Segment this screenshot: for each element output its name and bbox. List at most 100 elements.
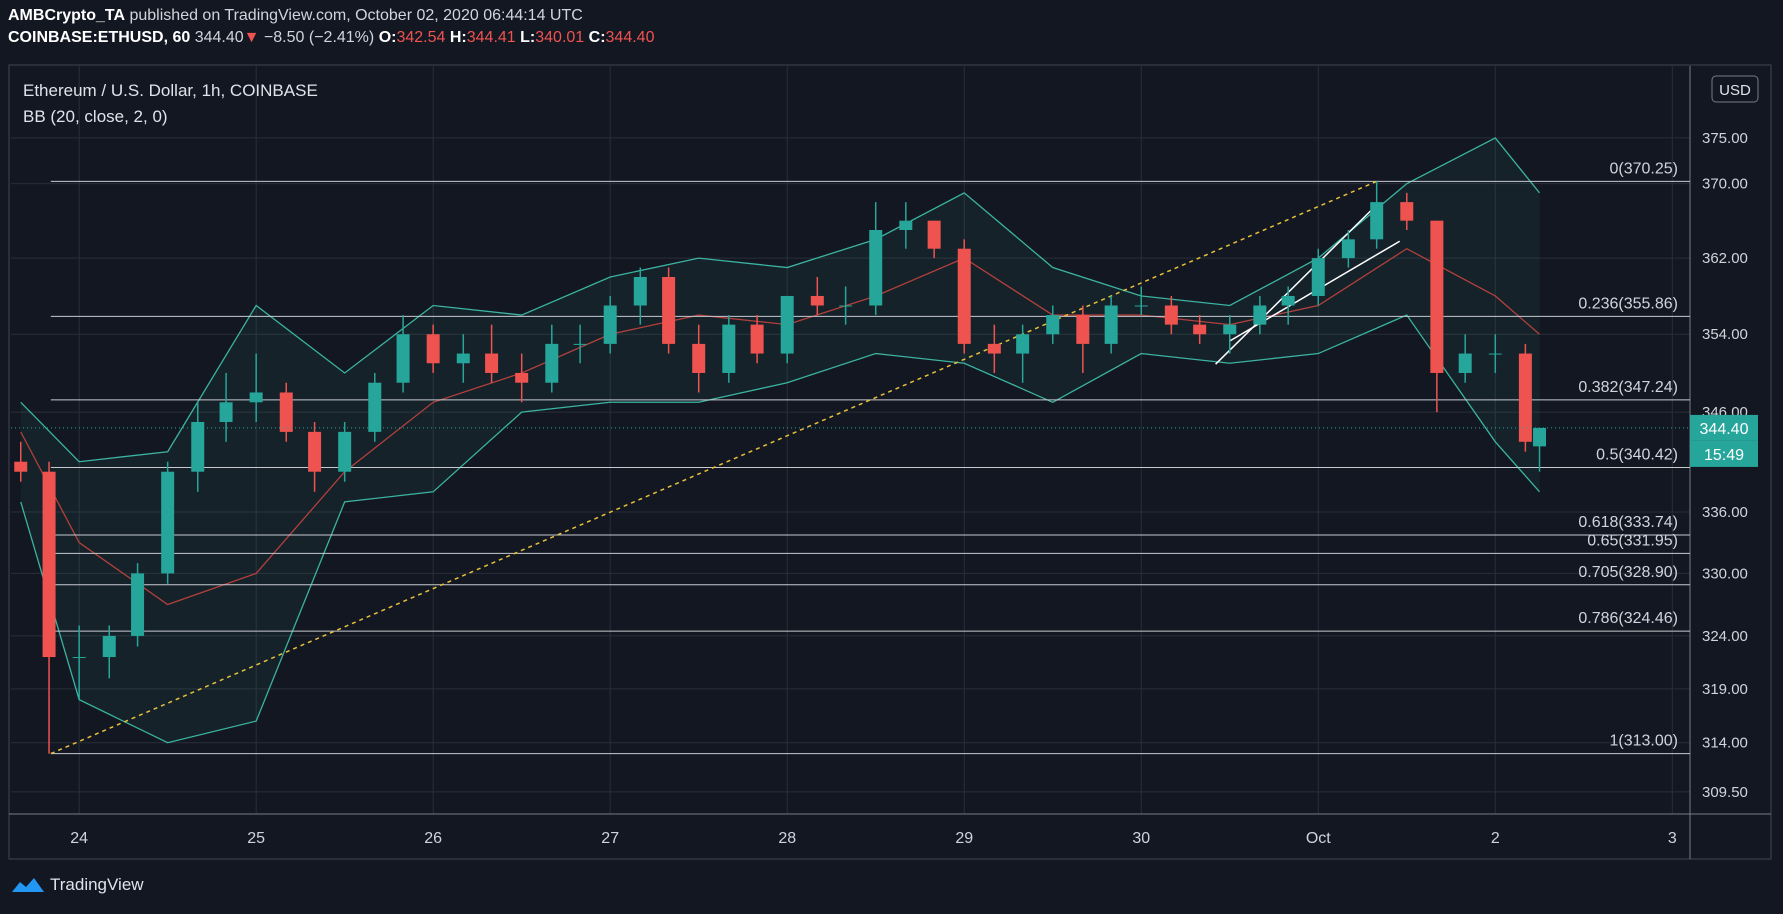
x-tick-label: 27 [601,830,619,847]
candle-body [1311,258,1325,296]
candle-body [426,334,440,364]
o: 342.54 [396,29,446,46]
candle-body [1400,202,1414,221]
candle-body [780,295,794,354]
candle-body [396,334,410,383]
candle-body [1223,324,1237,335]
x-tick-label: 2 [1491,830,1500,847]
y-tick-label: 309.50 [1702,784,1748,801]
y-tick-label: 362.00 [1702,250,1748,267]
fib-label: 0.236(355.86) [1578,295,1678,312]
y-tick-label: 354.00 [1702,326,1748,343]
arrow: ▼ [243,29,260,46]
h: 344.41 [466,29,516,46]
candle-body [1016,334,1030,354]
x-tick-label: 3 [1668,830,1677,847]
currency-label: USD [1719,82,1751,99]
fib-label: 0.705(328.90) [1578,564,1678,581]
candle-body [869,229,883,306]
fib-label: 0.382(347.24) [1578,379,1678,396]
x-tick-label: 24 [70,830,88,847]
candle-body [14,461,28,472]
header-line-2: COINBASE:ETHUSD, 60 344.40▼ −8.50 (−2.41… [8,27,654,49]
indicator-label: BB (20, close, 2, 0) [23,107,168,126]
candle-body [42,471,56,658]
candle-body [545,343,559,383]
h-label: H: [449,29,467,46]
currency-box [1711,75,1759,103]
candle-body [957,248,971,344]
symbol: COINBASE:ETHUSD, 60 [8,29,191,46]
fib-label: 0(370.25) [1610,160,1679,177]
candle-body [249,392,263,403]
last: 344.40 [194,29,244,46]
candle-body [1104,305,1118,344]
fib-label: 0.618(333.74) [1578,514,1678,531]
x-tick-label: Oct [1306,830,1331,847]
candle-body [1193,324,1207,335]
y-tick-label: 336.00 [1702,504,1748,521]
candle-body [368,382,382,432]
chart-title: Ethereum / U.S. Dollar, 1h, COINBASE [23,81,318,100]
fib-label: 0.65(331.95) [1587,532,1678,549]
frame [8,64,1772,860]
brand: TradingView [50,875,144,894]
trend-line [50,180,1377,755]
header-line-1: AMBCrypto_TA published on TradingView.co… [8,5,654,27]
y-tick-label: 330.00 [1702,565,1748,582]
y-tick-label: 314.00 [1702,735,1748,752]
x-tick-label: 25 [247,830,265,847]
candle-body [1370,202,1384,240]
x-tick-label: 30 [1132,830,1150,847]
candle-body [72,657,86,659]
candle-body [338,431,352,472]
c: 344.40 [605,29,655,46]
candle-body [1134,305,1148,307]
candle-body [131,573,145,636]
price-badge [1690,414,1758,441]
candle-body [633,276,647,306]
x-tick-label: 29 [955,830,973,847]
y-tick-label: 370.00 [1702,176,1748,193]
header: AMBCrypto_TA published on TradingView.co… [8,5,654,49]
x-tick-label: 28 [778,830,796,847]
candle-body [662,276,676,344]
candle-body [1076,315,1090,344]
candle-body [603,305,617,344]
footer: TradingView [10,874,144,896]
fib-label: 0.5(340.42) [1596,447,1678,464]
fib-label: 0.786(324.46) [1578,610,1678,627]
candle-body [1281,295,1295,306]
candle-body [1046,315,1060,335]
published: published on TradingView.com, October 02… [129,7,583,24]
candle-body [1488,353,1502,355]
l: 340.01 [535,29,585,46]
y-tick-label: 375.00 [1702,130,1748,147]
candle-body [515,372,529,383]
candle-body [279,392,293,432]
candle-body [1341,239,1355,259]
candle-body [573,343,587,345]
bb-lower [20,314,1541,744]
price-badge-label: 344.40 [1700,421,1749,438]
trend-line [1215,204,1378,365]
candle-body [191,421,205,472]
candle-body [308,431,322,472]
candle-body [1458,353,1472,373]
change: −8.50 (−2.41%) [263,29,375,46]
candle-body [1533,427,1547,447]
candle-body [102,635,116,658]
candle-body [456,353,470,364]
candle-body [1430,220,1444,373]
x-tick-label: 26 [424,830,442,847]
fib-label: 1(313.00) [1610,733,1679,750]
candle-body [161,471,175,574]
candle-body [810,295,824,306]
bb-fill [20,137,1540,743]
y-tick-label: 319.00 [1702,681,1748,698]
candle-body [987,343,1001,354]
candle-body [839,305,853,307]
countdown-label: 15:49 [1704,447,1744,464]
candle-body [899,220,913,230]
